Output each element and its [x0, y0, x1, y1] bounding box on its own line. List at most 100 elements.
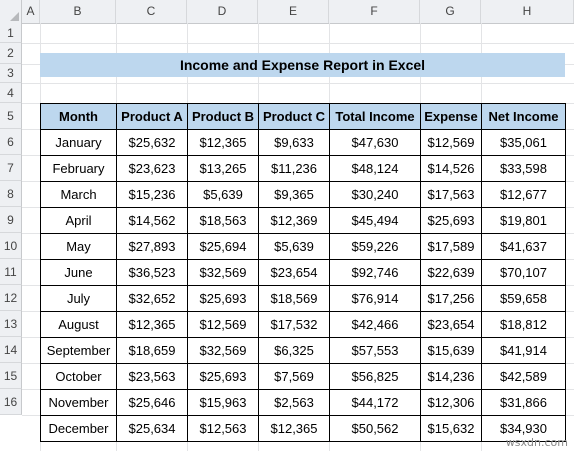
- month-cell[interactable]: March: [40, 181, 117, 208]
- header-cell-expense[interactable]: Expense: [420, 103, 482, 130]
- month-cell[interactable]: June: [40, 259, 117, 286]
- value-cell[interactable]: $25,693: [187, 285, 259, 312]
- month-cell[interactable]: September: [40, 337, 117, 364]
- value-cell[interactable]: $23,654: [258, 259, 330, 286]
- header-cell-product-c[interactable]: Product C: [258, 103, 330, 130]
- value-cell[interactable]: $32,652: [116, 285, 188, 312]
- column-header-b[interactable]: B: [40, 0, 116, 23]
- row-header-10[interactable]: 10: [0, 233, 22, 259]
- value-cell[interactable]: $14,562: [116, 207, 188, 234]
- value-cell[interactable]: $70,107: [481, 259, 566, 286]
- header-cell-net-income[interactable]: Net Income: [481, 103, 566, 130]
- header-cell-month[interactable]: Month: [40, 103, 117, 130]
- value-cell[interactable]: $50,562: [329, 415, 421, 442]
- value-cell[interactable]: $36,523: [116, 259, 188, 286]
- value-cell[interactable]: $9,365: [258, 181, 330, 208]
- month-cell[interactable]: August: [40, 311, 117, 338]
- column-header-c[interactable]: C: [116, 0, 187, 23]
- value-cell[interactable]: $25,693: [187, 363, 259, 390]
- value-cell[interactable]: $14,526: [420, 155, 482, 182]
- report-title[interactable]: Income and Expense Report in Excel: [40, 53, 565, 77]
- month-cell[interactable]: December: [40, 415, 117, 442]
- value-cell[interactable]: $5,639: [258, 233, 330, 260]
- row-header-1[interactable]: 1: [0, 23, 22, 43]
- value-cell[interactable]: $2,563: [258, 389, 330, 416]
- value-cell[interactable]: $35,061: [481, 129, 566, 156]
- column-header-e[interactable]: E: [258, 0, 329, 23]
- row-header-12[interactable]: 12: [0, 285, 22, 311]
- value-cell[interactable]: $34,930: [481, 415, 566, 442]
- value-cell[interactable]: $25,646: [116, 389, 188, 416]
- value-cell[interactable]: $41,637: [481, 233, 566, 260]
- month-cell[interactable]: October: [40, 363, 117, 390]
- row-header-6[interactable]: 6: [0, 129, 22, 155]
- value-cell[interactable]: $18,569: [258, 285, 330, 312]
- row-header-8[interactable]: 8: [0, 181, 22, 207]
- row-header-2[interactable]: 2: [0, 43, 22, 64]
- value-cell[interactable]: $25,632: [116, 129, 188, 156]
- value-cell[interactable]: $15,963: [187, 389, 259, 416]
- row-header-3[interactable]: 3: [0, 64, 22, 83]
- value-cell[interactable]: $47,630: [329, 129, 421, 156]
- row-header-14[interactable]: 14: [0, 337, 22, 363]
- value-cell[interactable]: $12,569: [420, 129, 482, 156]
- row-header-15[interactable]: 15: [0, 363, 22, 389]
- value-cell[interactable]: $17,563: [420, 181, 482, 208]
- select-all-corner[interactable]: [0, 0, 22, 23]
- value-cell[interactable]: $15,236: [116, 181, 188, 208]
- value-cell[interactable]: $59,658: [481, 285, 566, 312]
- value-cell[interactable]: $15,639: [420, 337, 482, 364]
- value-cell[interactable]: $12,369: [258, 207, 330, 234]
- value-cell[interactable]: $57,553: [329, 337, 421, 364]
- month-cell[interactable]: July: [40, 285, 117, 312]
- row-header-4[interactable]: 4: [0, 83, 22, 103]
- row-header-7[interactable]: 7: [0, 155, 22, 181]
- row-header-13[interactable]: 13: [0, 311, 22, 337]
- value-cell[interactable]: $12,563: [187, 415, 259, 442]
- row-header-16[interactable]: 16: [0, 389, 22, 415]
- value-cell[interactable]: $17,589: [420, 233, 482, 260]
- row-header-5[interactable]: 5: [0, 103, 22, 129]
- column-header-h[interactable]: H: [481, 0, 574, 23]
- header-cell-product-b[interactable]: Product B: [187, 103, 259, 130]
- header-cell-total-income[interactable]: Total Income: [329, 103, 421, 130]
- value-cell[interactable]: $12,306: [420, 389, 482, 416]
- row-header-9[interactable]: 9: [0, 207, 22, 233]
- month-cell[interactable]: January: [40, 129, 117, 156]
- column-header-g[interactable]: G: [420, 0, 481, 23]
- value-cell[interactable]: $12,677: [481, 181, 566, 208]
- value-cell[interactable]: $14,236: [420, 363, 482, 390]
- value-cell[interactable]: $41,914: [481, 337, 566, 364]
- month-cell[interactable]: November: [40, 389, 117, 416]
- value-cell[interactable]: $7,569: [258, 363, 330, 390]
- value-cell[interactable]: $11,236: [258, 155, 330, 182]
- value-cell[interactable]: $13,265: [187, 155, 259, 182]
- value-cell[interactable]: $42,589: [481, 363, 566, 390]
- value-cell[interactable]: $42,466: [329, 311, 421, 338]
- value-cell[interactable]: $17,532: [258, 311, 330, 338]
- value-cell[interactable]: $17,256: [420, 285, 482, 312]
- column-header-a[interactable]: A: [22, 0, 40, 23]
- value-cell[interactable]: $12,365: [116, 311, 188, 338]
- value-cell[interactable]: $32,569: [187, 337, 259, 364]
- value-cell[interactable]: $59,226: [329, 233, 421, 260]
- month-cell[interactable]: February: [40, 155, 117, 182]
- value-cell[interactable]: $25,694: [187, 233, 259, 260]
- value-cell[interactable]: $25,693: [420, 207, 482, 234]
- value-cell[interactable]: $23,654: [420, 311, 482, 338]
- value-cell[interactable]: $18,812: [481, 311, 566, 338]
- month-cell[interactable]: April: [40, 207, 117, 234]
- value-cell[interactable]: $9,633: [258, 129, 330, 156]
- value-cell[interactable]: $22,639: [420, 259, 482, 286]
- value-cell[interactable]: $15,632: [420, 415, 482, 442]
- value-cell[interactable]: $44,172: [329, 389, 421, 416]
- value-cell[interactable]: $5,639: [187, 181, 259, 208]
- value-cell[interactable]: $32,569: [187, 259, 259, 286]
- value-cell[interactable]: $12,365: [187, 129, 259, 156]
- value-cell[interactable]: $6,325: [258, 337, 330, 364]
- month-cell[interactable]: May: [40, 233, 117, 260]
- value-cell[interactable]: $23,563: [116, 363, 188, 390]
- value-cell[interactable]: $31,866: [481, 389, 566, 416]
- value-cell[interactable]: $12,569: [187, 311, 259, 338]
- value-cell[interactable]: $92,746: [329, 259, 421, 286]
